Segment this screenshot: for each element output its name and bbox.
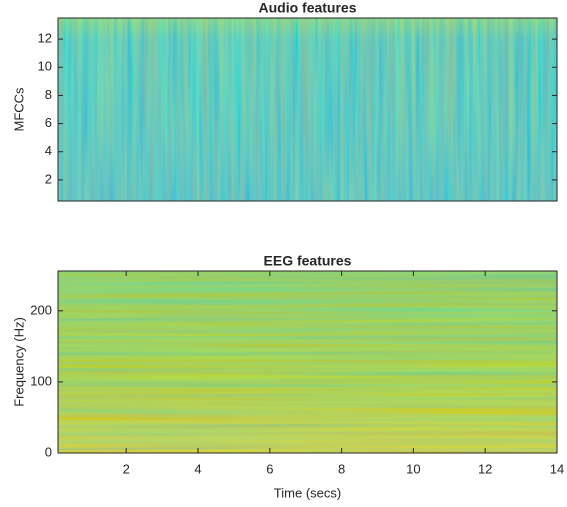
panel-title: Audio features: [258, 0, 356, 16]
audio-image: [58, 18, 557, 201]
y-axis-label: MFCCs: [11, 87, 26, 132]
y-tick-label: 200: [30, 302, 52, 317]
x-tick-label: 2: [123, 461, 130, 476]
axes-frame: [57, 17, 558, 202]
x-axis-label: Time (secs): [274, 485, 341, 500]
y-tick-label: 12: [38, 31, 52, 46]
axes-frame: [57, 270, 558, 454]
y-tick-label: 100: [30, 373, 52, 388]
y-tick-label: 6: [45, 115, 52, 130]
x-tick-label: 14: [550, 461, 564, 476]
x-tick-label: 6: [266, 461, 273, 476]
x-tick-label: 8: [338, 461, 345, 476]
eeg-image: [58, 271, 557, 453]
axes-layer: Audio features MFCCs 2 4 6 8 10 12 EEG features F…: [11, 0, 564, 500]
y-tick-label: 10: [38, 59, 52, 74]
y-tick-label: 4: [45, 143, 52, 158]
y-tick-label: 0: [45, 444, 52, 459]
y-axis-label: Frequency (Hz): [11, 317, 26, 407]
y-tick-label: 8: [45, 87, 52, 102]
x-tick-label: 10: [406, 461, 420, 476]
panel-title: EEG features: [264, 253, 352, 269]
y-tick-label: 2: [45, 171, 52, 186]
x-tick-label: 4: [194, 461, 201, 476]
x-tick-label: 12: [478, 461, 492, 476]
